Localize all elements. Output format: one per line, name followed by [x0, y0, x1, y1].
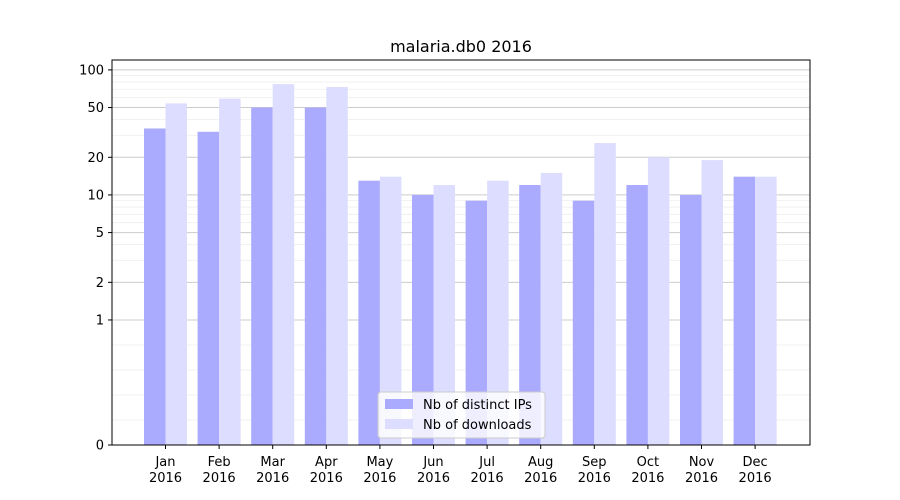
legend-label: Nb of downloads [423, 418, 532, 433]
x-tick-label: Aug 2016 [524, 455, 557, 486]
x-tick-label: May 2016 [363, 455, 396, 486]
legend-box [377, 391, 546, 439]
legend-swatch [385, 399, 413, 409]
bar-downloads [165, 103, 187, 446]
bar-downloads [326, 86, 348, 445]
bar-downloads [540, 172, 563, 445]
bar-downloads [487, 180, 509, 445]
legend-swatch [385, 419, 413, 429]
x-tick-label: Nov 2016 [685, 455, 718, 486]
bar-downloads [701, 160, 723, 445]
y-axis: 0 1 2 5 10 20 50 100 [79, 63, 112, 454]
y-tick-label: 2 [96, 276, 104, 291]
bar-distinct-ips [412, 194, 434, 445]
y-tick-label: 1 [96, 313, 104, 328]
legend-label: Nb of distinct IPs [423, 398, 532, 413]
y-tick-label: 20 [87, 151, 104, 166]
bar-distinct-ips [197, 131, 220, 445]
y-tick-label: 10 [87, 188, 104, 203]
x-tick-label: Jun 2016 [417, 455, 450, 486]
x-tick-label: Apr 2016 [310, 455, 343, 486]
bars [144, 84, 777, 446]
x-tick-label: Sep 2016 [578, 455, 611, 486]
bar-distinct-ips [626, 185, 648, 445]
x-tick-label: Mar 2016 [256, 455, 289, 486]
chart-title: malaria.db0 2016 [390, 37, 532, 56]
bar-distinct-ips [465, 200, 488, 445]
x-tick-label: Feb 2016 [203, 455, 236, 486]
bar-distinct-ips [680, 194, 702, 445]
x-tick-label: Oct 2016 [631, 455, 664, 486]
y-tick-label: 100 [79, 63, 104, 78]
x-tick-label: Dec 2016 [739, 455, 772, 486]
y-tick-label: 0 [96, 439, 104, 454]
legend: Nb of distinct IPs Nb of downloads [377, 391, 546, 439]
x-tick-label: Jul 2016 [471, 455, 504, 486]
bar-downloads [433, 185, 455, 445]
bar-downloads [379, 176, 402, 445]
bar-distinct-ips [304, 107, 327, 446]
bar-distinct-ips [358, 180, 380, 445]
y-tick-label: 5 [96, 226, 104, 241]
x-tick-label: Jan 2016 [149, 455, 182, 486]
bar-downloads [755, 176, 777, 445]
bar-distinct-ips [251, 107, 273, 446]
plot-frame [111, 59, 811, 446]
y-tick-label: 50 [87, 101, 104, 116]
bar-downloads [594, 143, 616, 445]
bar-downloads [647, 157, 670, 445]
x-axis: Jan 2016 Feb 2016 Mar 2016 Apr 2016 May 2016 Jun 20… [149, 445, 772, 486]
bar-distinct-ips [519, 185, 541, 445]
bar-downloads [219, 98, 241, 446]
bar-distinct-ips [733, 176, 756, 445]
bar-downloads [272, 84, 295, 446]
bar-distinct-ips [144, 128, 166, 445]
bar-distinct-ips [572, 200, 595, 445]
